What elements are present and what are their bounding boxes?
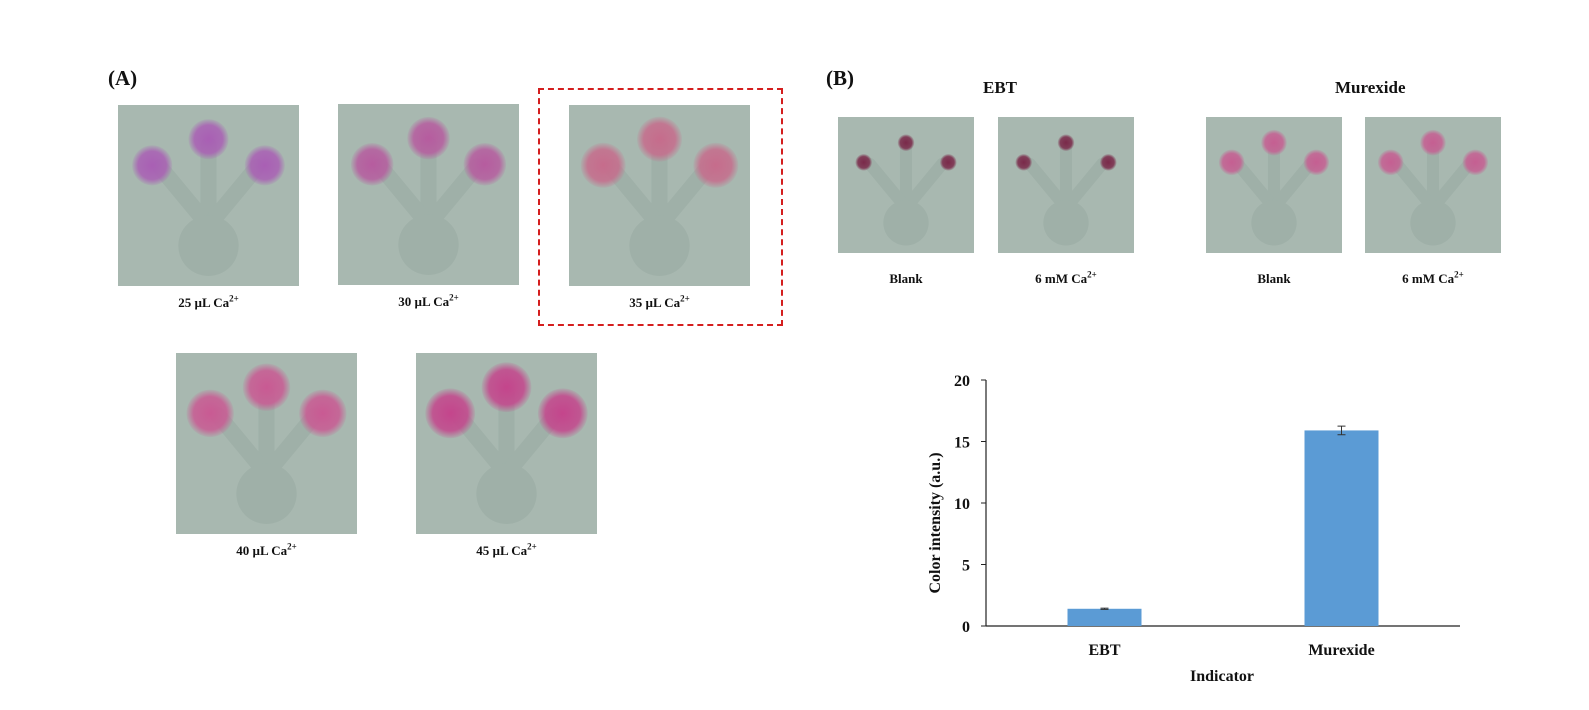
- x-axis-title: Indicator: [1190, 668, 1254, 685]
- x-tick-label-murexide: Murexide: [1308, 642, 1374, 659]
- panel-a-caption-5: 45 µL Ca2+: [416, 541, 597, 559]
- panel-b-ebt-caption-1: Blank: [838, 271, 974, 287]
- panel-a-caption-2-text: 30 µL Ca: [398, 294, 450, 309]
- panel-a-caption-4: 40 µL Ca2+: [176, 541, 357, 559]
- panel-b-ebt-device-1: [838, 117, 974, 253]
- panel-a-caption-5-text: 45 µL Ca: [476, 543, 528, 558]
- panel-a-caption-5-charge: 2+: [527, 541, 537, 552]
- y-tick-label-20: 20: [954, 373, 970, 390]
- panel-b-ebt-caption-2-text: 6 mM Ca: [1035, 271, 1088, 286]
- panel-b-ebt-device-2: [998, 117, 1134, 253]
- panel-a-device-3: [569, 105, 750, 286]
- panel-a-device-2: [338, 104, 519, 285]
- panel-b-murexide-caption-2-charge: 2+: [1454, 269, 1464, 280]
- panel-a-caption-3: 35 µL Ca2+: [569, 293, 750, 311]
- ebt-group-title: EBT: [983, 78, 1018, 97]
- panel-b-ebt-caption-2: 6 mM Ca2+: [998, 269, 1134, 287]
- panel-a-device-1: [118, 105, 299, 286]
- y-tick-label-10: 10: [954, 496, 970, 513]
- panel-a-label: (A): [108, 66, 138, 90]
- panel-b-murexide-caption-1-text: Blank: [1257, 271, 1291, 286]
- selected-condition-highlight: [538, 88, 783, 326]
- panel-b-murexide-caption-1: Blank: [1206, 271, 1342, 287]
- x-tick-label-ebt: EBT: [1088, 642, 1120, 659]
- y-tick-label-5: 5: [962, 558, 970, 575]
- y-tick-label-15: 15: [954, 435, 970, 452]
- panel-a-caption-3-charge: 2+: [680, 293, 690, 304]
- panel-a-device-5: [416, 353, 597, 534]
- bar-ebt: [1067, 608, 1142, 626]
- panel-a-device-4: [176, 353, 357, 534]
- panel-a-caption-3-text: 35 µL Ca: [629, 295, 681, 310]
- y-axis-title: Color intensity (a.u.): [927, 452, 944, 593]
- panel-b-murexide-device-1: [1206, 117, 1342, 253]
- panel-b-murexide-caption-2-text: 6 mM Ca: [1402, 271, 1455, 286]
- panel-b-ebt-caption-2-charge: 2+: [1087, 269, 1097, 280]
- panel-b-label: (B): [826, 66, 854, 90]
- panel-a-caption-2: 30 µL Ca2+: [338, 292, 519, 310]
- panel-a-caption-2-charge: 2+: [449, 292, 459, 303]
- panel-b-murexide-device-2: [1365, 117, 1501, 253]
- y-tick-label-0: 0: [962, 619, 970, 636]
- panel-b-murexide-caption-2: 6 mM Ca2+: [1365, 269, 1501, 287]
- bar-murexide: [1304, 430, 1379, 626]
- panel-a-caption-1-charge: 2+: [229, 293, 239, 304]
- panel-a-caption-4-text: 40 µL Ca: [236, 543, 288, 558]
- panel-a-caption-1-text: 25 µL Ca: [178, 295, 230, 310]
- panel-a-caption-4-charge: 2+: [287, 541, 297, 552]
- panel-a-caption-1: 25 µL Ca2+: [118, 293, 299, 311]
- murexide-group-title: Murexide: [1335, 78, 1406, 97]
- color-intensity-bar-chart: 0 5 10 15 20 EBT Murexide Indicator Color intens…: [927, 373, 1460, 685]
- panel-b-ebt-caption-1-text: Blank: [889, 271, 923, 286]
